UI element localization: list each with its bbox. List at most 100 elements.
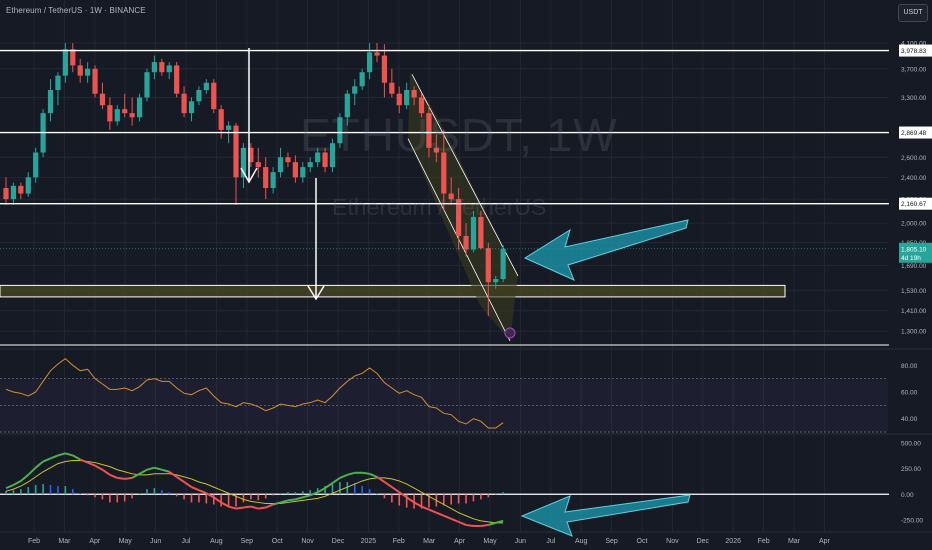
macd-histogram-bar: [472, 494, 475, 502]
price-tick-label: 2,000.00: [901, 221, 927, 228]
x-tick-label: Mar: [788, 538, 801, 545]
candle-body: [226, 125, 232, 130]
candle-body: [270, 172, 276, 189]
macd-histogram-bar: [131, 494, 133, 499]
macd-line-segment: [220, 501, 230, 508]
macd-line-segment: [12, 480, 22, 486]
macd-histogram-bar: [287, 492, 289, 495]
candle-body: [240, 147, 247, 178]
macd-line-segment: [5, 484, 14, 490]
candle-body: [300, 167, 306, 178]
macd-histogram-bar: [227, 494, 230, 508]
macd-line-segment: [35, 460, 44, 469]
macd-line-segment: [302, 494, 311, 499]
macd-line-segment: [339, 473, 348, 479]
candle-body: [92, 68, 98, 94]
macd-histogram-bar: [212, 494, 215, 505]
candle-body: [292, 162, 298, 178]
last-price-label: 1,805.10: [901, 246, 927, 253]
x-tick-label: Nov: [666, 538, 679, 545]
x-tick-label: Jul: [546, 538, 555, 545]
candle-body: [174, 65, 180, 94]
macd-line-segment: [20, 474, 29, 482]
candle-body: [448, 193, 454, 200]
candle-body: [25, 177, 31, 194]
candle-body: [329, 143, 336, 168]
macd-line-segment: [324, 482, 334, 489]
down-arrow-head: [307, 285, 325, 301]
x-tick-label: Apr: [89, 538, 101, 545]
macd-line-segment: [250, 505, 259, 510]
candle-body: [263, 167, 269, 189]
macd-histogram-bar: [5, 491, 7, 495]
candle-body: [352, 86, 358, 94]
macd-histogram-bar: [494, 494, 497, 495]
candle-body: [255, 162, 261, 168]
macd-line-segment: [57, 452, 66, 457]
macd-histogram-bar: [457, 494, 460, 504]
macd-histogram-bar: [339, 481, 341, 495]
macd-line-segment: [480, 523, 489, 527]
macd-histogram-bar: [383, 494, 386, 499]
macd-histogram-bar: [64, 486, 67, 495]
candle-body: [166, 65, 172, 73]
candle-body: [426, 113, 432, 148]
x-tick-label: Aug: [575, 538, 588, 545]
macd-histogram-bar: [272, 494, 274, 496]
macd-line-segment: [258, 506, 266, 510]
x-tick-label: Apr: [454, 538, 466, 545]
macd-line-segment: [317, 487, 326, 494]
macd-histogram-bar: [346, 481, 349, 495]
x-tick-label: Mar: [58, 538, 71, 545]
macd-line-segment: [287, 498, 296, 502]
candle-body: [70, 49, 76, 66]
macd-histogram-bar: [34, 485, 37, 495]
macd-line-segment: [235, 506, 244, 510]
macd-line-segment: [131, 472, 141, 479]
macd-histogram-bar: [101, 494, 104, 500]
macd-histogram-bar: [480, 494, 482, 500]
macd-line-segment: [435, 511, 445, 517]
macd-line-segment: [124, 476, 133, 480]
macd-line-segment: [183, 481, 193, 488]
macd-histogram-bar: [94, 494, 96, 498]
x-tick-label: Aug: [210, 538, 223, 545]
price-tick-label: 4,100.00: [901, 41, 927, 48]
down-arrow-head: [240, 167, 258, 184]
macd-histogram-bar: [205, 494, 208, 504]
macd-histogram-bar: [49, 485, 52, 495]
level-label: 3,978.83: [901, 48, 927, 55]
macd-histogram-bar: [161, 490, 163, 495]
macd-line-segment: [65, 452, 74, 457]
macd-line-segment: [280, 499, 289, 504]
macd-histogram-bar: [502, 492, 504, 495]
macd-line-segment: [161, 468, 170, 473]
x-tick-label: Jul: [182, 538, 191, 545]
candle-body: [322, 152, 328, 168]
candle-body: [344, 93, 350, 118]
candle-body: [485, 248, 491, 283]
rsi-tick-label: 80.00: [901, 363, 918, 370]
macd-line-segment: [154, 466, 163, 471]
x-tick-label: Sep: [605, 538, 618, 545]
candle-body: [366, 52, 373, 73]
callout-arrow-price: [523, 219, 689, 281]
macd-line-segment: [79, 458, 89, 464]
macd-line-segment: [168, 470, 178, 478]
macd-line-segment: [50, 454, 59, 460]
macd-histogram-bar: [138, 493, 141, 495]
macd-line-segment: [347, 471, 356, 476]
macd-line-segment: [94, 464, 103, 471]
macd-line-segment: [458, 520, 467, 526]
macd-histogram-bar: [324, 486, 326, 495]
x-tick-label: Dec: [332, 538, 345, 545]
macd-histogram-bar: [116, 494, 119, 503]
candle-body: [411, 89, 417, 98]
candle-body: [144, 72, 150, 98]
macd-tick-label: 500.00: [901, 441, 921, 448]
candle-body: [418, 97, 425, 114]
currency-button[interactable]: USDT: [898, 4, 928, 22]
macd-line-segment: [213, 496, 222, 504]
